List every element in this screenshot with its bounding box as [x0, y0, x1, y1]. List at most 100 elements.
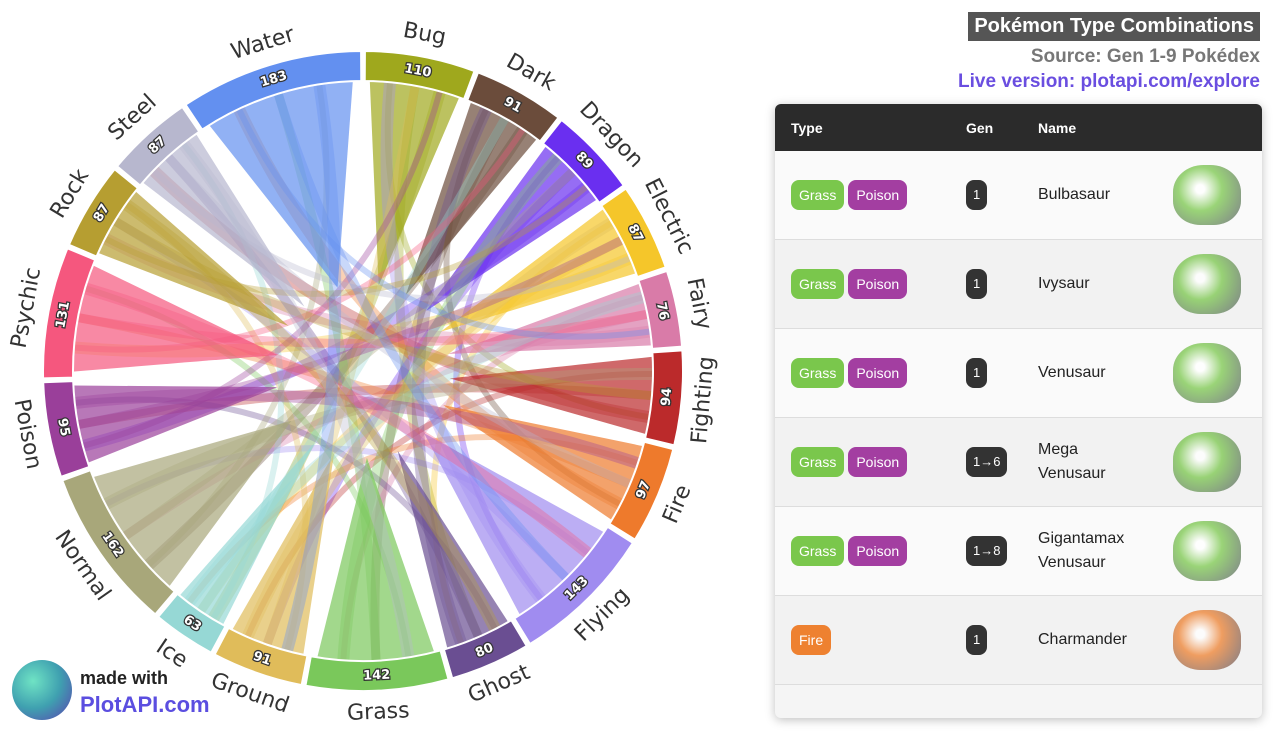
column-header[interactable]: Gen [966, 120, 994, 136]
category-label: Fire [658, 481, 696, 527]
table-header: Type Gen Name [775, 104, 1262, 151]
type-badge: Poison [848, 269, 908, 299]
pokemon-name: Gigantamax Venusaur [1038, 530, 1125, 571]
ribbon [426, 146, 597, 312]
pokemon-name: Bulbasaur [1038, 186, 1111, 203]
arc [42, 246, 97, 380]
type-badge: Fire [791, 625, 832, 655]
ribbon [98, 191, 289, 326]
gen-badge: 1 [966, 358, 988, 388]
table-row[interactable]: Grass Poison 1 Bulbasaur [775, 151, 1262, 240]
arc [512, 525, 635, 646]
arc [608, 440, 675, 542]
arc [363, 49, 476, 101]
types: Grass Poison [791, 180, 908, 210]
type-badge: Grass [791, 180, 845, 210]
category-label: Water [228, 22, 298, 65]
arc [156, 592, 227, 655]
table: Type Gen Name Grass Poison 1 Bulbasaur Grass… [775, 104, 1262, 718]
live-link[interactable]: Live version: plotapi.com/explore [958, 71, 1260, 92]
types: Fire [791, 625, 832, 655]
gen-badge: 1 [966, 625, 988, 655]
category-label: Psychic [7, 265, 47, 350]
ribbon [449, 356, 653, 435]
type-badge: Grass [791, 536, 845, 566]
type-badge: Poison [848, 536, 908, 566]
arc [67, 167, 140, 258]
ribbon [179, 443, 315, 625]
column-header[interactable]: Type [791, 120, 823, 136]
ribbon [232, 453, 335, 655]
type-badge: Poison [848, 180, 908, 210]
arc [637, 269, 684, 350]
types: Grass Poison [791, 358, 908, 388]
ribbon [369, 81, 460, 286]
gen-badge: 1 [966, 180, 988, 210]
value-label: 110 [403, 61, 432, 81]
ribbon [209, 81, 353, 288]
table-row[interactable]: Grass Poison 1→8 Gigantamax Venusaur [775, 507, 1262, 596]
pokemon-image [1173, 521, 1241, 581]
arc [465, 71, 560, 143]
type-badge: Poison [848, 358, 908, 388]
type-badge: Grass [791, 358, 845, 388]
ribbon [142, 133, 305, 307]
category-label: Fairy [681, 276, 716, 332]
pokemon-image [1173, 254, 1241, 314]
column-header[interactable]: Name [1038, 120, 1077, 136]
arc [184, 49, 363, 132]
gen-badge: 1→8 [966, 536, 1008, 566]
pokemon-name: Mega Venusaur [1038, 441, 1106, 482]
ribbon [440, 208, 637, 332]
arc [42, 380, 91, 479]
arc [442, 618, 529, 680]
ribbon [448, 283, 652, 354]
pokemon-image [1173, 432, 1241, 492]
types: Grass Poison [791, 447, 908, 477]
ribbon [397, 450, 509, 649]
source: Source: Gen 1-9 Pokédex [1030, 46, 1260, 67]
pokemon-image [1173, 165, 1241, 225]
ribbon [443, 404, 644, 521]
value-label: 95 [54, 417, 72, 438]
arc [599, 187, 668, 279]
table-row[interactable]: Grass Poison 1 Ivysaur [775, 240, 1262, 329]
type-badge: Poison [848, 447, 908, 477]
logo[interactable] [12, 660, 72, 720]
table-row[interactable]: Fire 1 Charmander [775, 596, 1262, 685]
pokemon-image [1173, 610, 1241, 670]
gen-badge: 1→6 [966, 447, 1008, 477]
arc [643, 349, 684, 447]
category-label: Grass [347, 698, 411, 726]
type-badge: Grass [791, 269, 845, 299]
pokemon-image [1173, 343, 1241, 403]
value-label: 94 [659, 387, 675, 406]
arc [541, 118, 626, 205]
ribbon [423, 433, 605, 615]
category-label: Bug [401, 18, 448, 50]
value-label: 131 [53, 300, 73, 329]
arc [213, 626, 309, 687]
ribbons [73, 81, 654, 661]
category-label: Fighting [687, 355, 719, 445]
pokemon-name: Venusaur [1038, 364, 1106, 381]
ribbon [405, 101, 537, 296]
table-body: Grass Poison 1 Bulbasaur Grass Poison 1 Ivysaur… [775, 151, 1262, 685]
pokemon-name: Charmander [1038, 631, 1127, 648]
type-badge: Grass [791, 447, 845, 477]
types: Grass Poison [791, 269, 908, 299]
ribbon [73, 265, 278, 372]
arc [61, 468, 177, 616]
table-row[interactable]: Grass Poison 1 Venusaur [775, 329, 1262, 418]
pokemon-name: Ivysaur [1038, 275, 1090, 292]
arc [115, 105, 201, 187]
title: Pokémon Type Combinations [968, 12, 1260, 41]
category-label: Poison [9, 397, 47, 471]
made-with: made with [80, 668, 169, 688]
site-link[interactable]: PlotAPI.com [80, 692, 210, 717]
gen-badge: 1 [966, 269, 988, 299]
table-row[interactable]: Grass Poison 1→6 Mega Venusaur [775, 418, 1262, 507]
value-label: 76 [653, 301, 671, 322]
